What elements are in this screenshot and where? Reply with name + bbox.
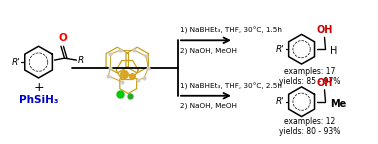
Text: R': R' — [12, 58, 21, 67]
Text: OH: OH — [316, 25, 333, 35]
Text: O: O — [58, 33, 67, 43]
Text: 2) NaOH, MeOH: 2) NaOH, MeOH — [180, 103, 237, 109]
Text: OH: OH — [316, 78, 333, 88]
Text: R: R — [77, 56, 84, 65]
Text: PhSiH₃: PhSiH₃ — [19, 95, 58, 105]
Text: examples: 17: examples: 17 — [284, 68, 335, 76]
Text: R': R' — [276, 45, 285, 54]
Text: +: + — [33, 81, 44, 94]
Text: yields: 80 - 93%: yields: 80 - 93% — [279, 127, 340, 136]
Text: examples: 12: examples: 12 — [284, 117, 335, 126]
Text: 1) NaBHEt₃, THF, 30°C, 1.5h: 1) NaBHEt₃, THF, 30°C, 1.5h — [180, 27, 282, 34]
Text: yields: 85 - 97%: yields: 85 - 97% — [279, 77, 340, 86]
Text: H: H — [330, 46, 338, 56]
Text: 1) NaBHEt₃, THF, 30°C, 2.5h: 1) NaBHEt₃, THF, 30°C, 2.5h — [180, 83, 282, 90]
Text: Me: Me — [330, 99, 347, 109]
Text: R': R' — [276, 97, 285, 106]
Text: 2) NaOH, MeOH: 2) NaOH, MeOH — [180, 47, 237, 54]
